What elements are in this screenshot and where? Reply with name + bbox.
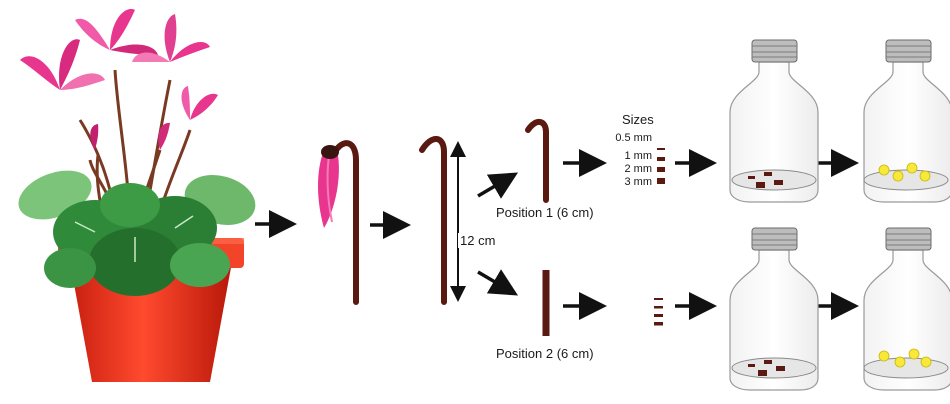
sizes-title: Sizes [622,112,654,127]
size-label-1mm: 1 mm [624,150,653,162]
flower-bud-on-stem [318,140,359,305]
flow-arrows [255,149,859,320]
culture-jar-top-explants [729,39,819,203]
position-1-label: Position 1 (6 cm) [496,205,594,220]
arrow-to-position-2 [477,269,519,296]
position-1-segment [525,119,549,203]
culture-jar-bottom-explants [729,227,819,391]
size-label-3mm: 3 mm [624,176,653,188]
culture-jar-bottom-seeds [863,227,950,391]
explant-sizes-top [657,148,665,184]
arrow-to-position-1 [477,172,519,199]
length-label: 12 cm [458,233,498,248]
plant-flowers [20,9,218,150]
explant-sizes-bottom [654,298,663,326]
culture-jar-top-seeds [863,39,950,203]
position-2-label: Position 2 (6 cm) [496,346,594,361]
cyclamen-plant-illustration [18,9,256,382]
size-label-2mm: 2 mm [624,163,653,175]
size-label-0-5mm: 0.5 mm [615,132,652,144]
bare-stem [419,136,447,305]
plant-leaves [18,170,256,296]
